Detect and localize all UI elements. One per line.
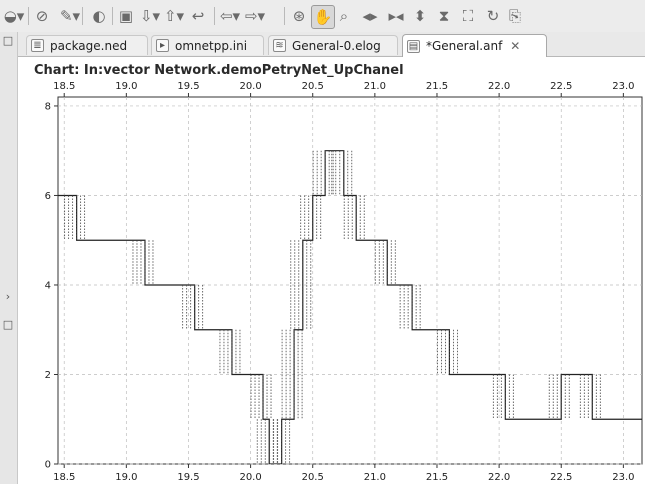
tab-package-ned[interactable]: ≣ package.ned (26, 35, 148, 55)
forward-icon[interactable]: ⇨▾ (244, 7, 266, 25)
x-tick-label-top: 23.0 (612, 81, 634, 92)
save-dropdown-icon[interactable]: ◒▾ (3, 7, 25, 25)
tab-label: omnetpp.ini (175, 38, 248, 53)
tab-general-anf[interactable]: ▤ *General.anf ✕ (402, 34, 547, 57)
document-icon[interactable]: ▣ (118, 7, 134, 25)
refresh-icon[interactable]: ↻ (486, 7, 500, 25)
y-tick-label: 6 (45, 191, 51, 202)
x-tick-label: 18.5 (53, 472, 75, 483)
x-tick-label-top: 18.5 (53, 81, 75, 92)
hand-pan-icon[interactable]: ✋ (311, 5, 335, 29)
x-tick-label: 22.5 (550, 472, 572, 483)
x-tick-label-top: 21.5 (426, 81, 448, 92)
tab-label: package.ned (50, 38, 128, 53)
chart[interactable]: 18.5 18.5 19.0 19.0 19.5 19.5 20.0 20.0 20.5 20.5… (18, 57, 645, 484)
y-tick-label: 8 (45, 101, 51, 112)
x-tick-label: 19.5 (177, 472, 199, 483)
ini-file-icon: ▸ (156, 39, 169, 52)
zoom-vertical-icon[interactable]: ⬍ (413, 7, 427, 25)
open-icon[interactable]: ◐ (92, 7, 106, 25)
tab-label: General-0.elog (292, 38, 381, 53)
tab-label: *General.anf (426, 39, 503, 53)
y-tick-label: 2 (45, 370, 51, 381)
toolbar-separator (214, 7, 215, 25)
main-toolbar: ◒▾ ⊘ ✎▾ ◐ ▣ ⇩▾ ⇧▾ ↩ ⇦▾ ⇨▾ ⊛ ✋ ⌕ ◂▸ ▸◂ ⬍ ⧗ ⛶ ↻ ⎘ (0, 0, 645, 33)
x-tick-label: 19.0 (115, 472, 137, 483)
anf-file-icon: ▤ (407, 39, 420, 53)
zoom-horizontal-icon[interactable]: ◂▸ (362, 7, 378, 25)
next-annotation-icon[interactable]: ⇩▾ (139, 7, 161, 25)
tab-omnetpp-ini[interactable]: ▸ omnetpp.ini (151, 35, 264, 55)
zoom-icon[interactable]: ⌕ (339, 7, 349, 25)
link-icon[interactable]: ⊘ (35, 7, 49, 25)
x-tick-label: 21.5 (426, 472, 448, 483)
back-icon[interactable]: ⇦▾ (219, 7, 241, 25)
elog-file-icon: ≋ (273, 39, 286, 52)
history-icon[interactable]: ↩ (191, 7, 205, 25)
toolbar-separator (112, 7, 113, 25)
y-tick-label: 0 (45, 460, 51, 471)
x-tick-label: 23.0 (612, 472, 634, 483)
close-tab-icon[interactable]: ✕ (510, 39, 521, 53)
plot-area (57, 96, 643, 465)
copy-icon[interactable]: ⎘ (508, 7, 521, 25)
left-panel-strip: □ › □ (0, 32, 18, 484)
x-tick-label-top: 21.0 (364, 81, 386, 92)
pen-dropdown-icon[interactable]: ✎▾ (59, 7, 81, 25)
tab-general-0-elog[interactable]: ≋ General-0.elog (268, 35, 398, 55)
restore-icon[interactable]: □ (2, 318, 14, 331)
toolbar-separator (82, 7, 83, 25)
x-tick-label-top: 19.0 (115, 81, 137, 92)
x-tick-label-top: 20.5 (302, 81, 324, 92)
x-tick-label-top: 22.5 (550, 81, 572, 92)
zoom-horizontal-alt-icon[interactable]: ▸◂ (388, 7, 404, 25)
x-tick-label: 21.0 (364, 472, 386, 483)
x-tick-label-top: 20.0 (239, 81, 261, 92)
restore-icon[interactable]: □ (2, 34, 14, 47)
x-tick-label: 20.5 (302, 472, 324, 483)
x-tick-label: 22.0 (488, 472, 510, 483)
zoom-vertical-alt-icon[interactable]: ⧗ (438, 7, 450, 25)
x-tick-label-top: 22.0 (488, 81, 510, 92)
chart-editor: Chart: In:vector Network.demoPetryNet_Up… (18, 57, 645, 484)
expand-icon[interactable]: › (5, 290, 11, 303)
toolbar-separator (284, 7, 285, 25)
y-tick-label: 4 (45, 280, 51, 291)
chart-title: Chart: In:vector Network.demoPetryNet_Up… (34, 63, 404, 78)
x-tick-label-top: 19.5 (177, 81, 199, 92)
zoom-fit-icon[interactable]: ⊛ (292, 7, 306, 25)
editor-tab-bar: ≣ package.ned ▸ omnetpp.ini ≋ General-0.elog ▤… (18, 32, 645, 57)
toolbar-separator (28, 7, 29, 25)
prev-annotation-icon[interactable]: ⇧▾ (163, 7, 185, 25)
ned-file-icon: ≣ (31, 39, 44, 52)
zoom-rect-icon[interactable]: ⛶ (462, 7, 474, 25)
x-tick-label: 20.0 (239, 472, 261, 483)
